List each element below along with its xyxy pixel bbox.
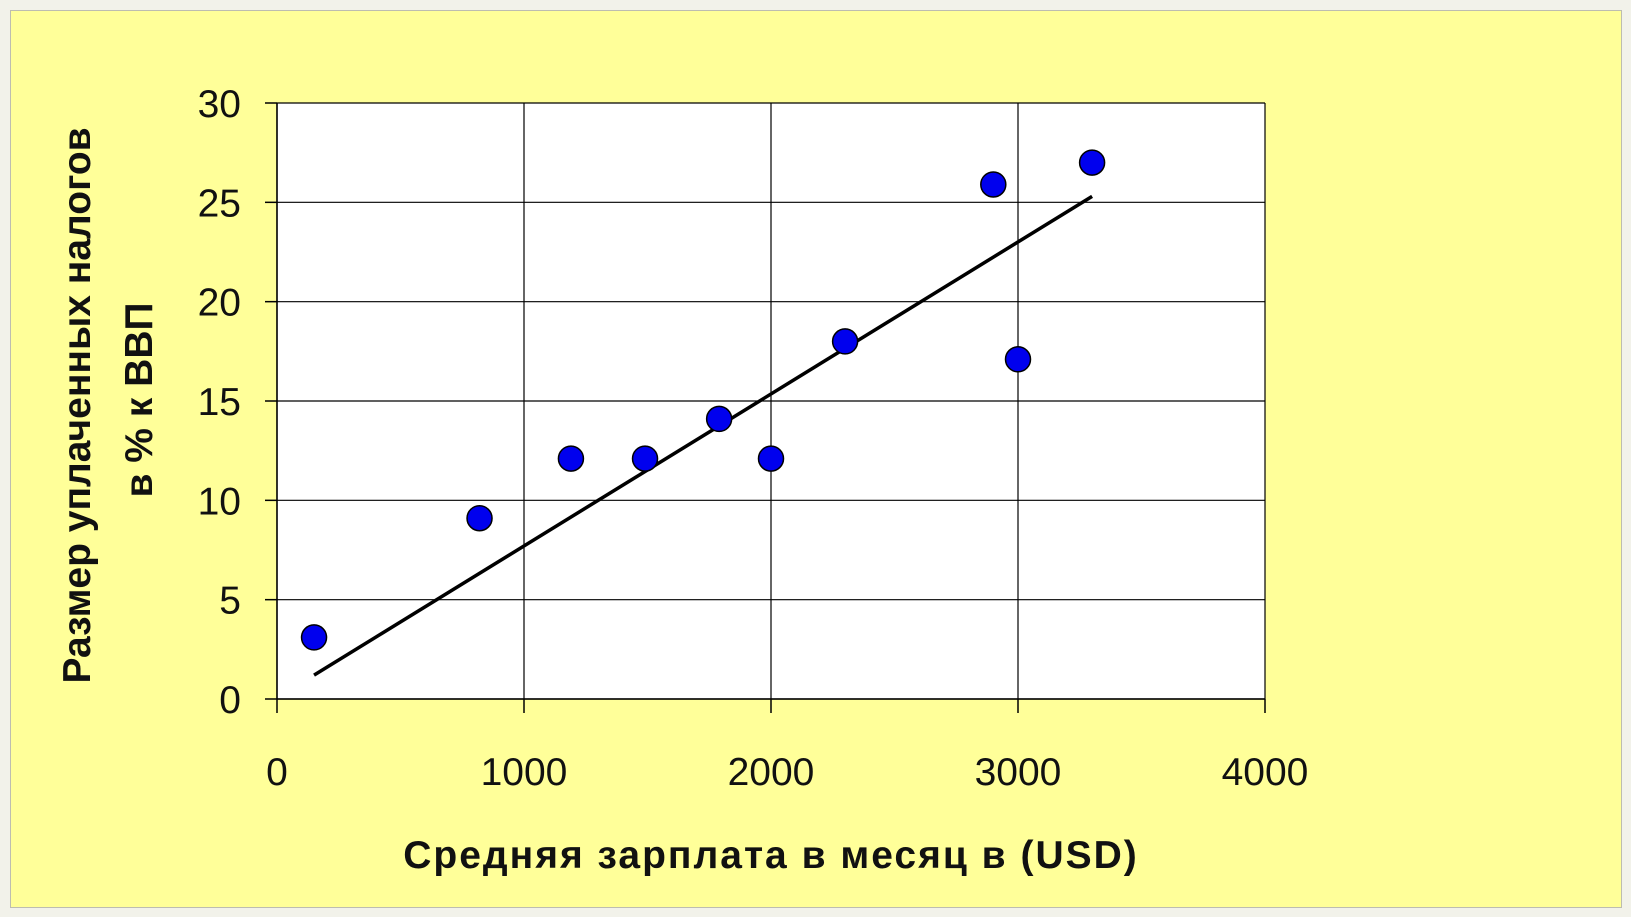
- x-tick-label: 4000: [1222, 751, 1309, 794]
- trendline-group: [313, 194, 1094, 677]
- data-point: [705, 405, 733, 433]
- y-tick-label: 15: [198, 381, 241, 424]
- data-point: [1078, 149, 1106, 176]
- x-axis-title: Средняя зарплата в месяц в (USD): [403, 834, 1139, 877]
- y-axis-title-line-2: в % к ВВП: [118, 302, 161, 497]
- y-tick-label: 0: [219, 679, 241, 722]
- y-tick-label: 25: [198, 182, 241, 225]
- x-tick-label: 2000: [728, 751, 815, 794]
- y-axis-title: Размер уплаченных налогов в % к ВВП: [56, 117, 161, 684]
- grid-lines: [276, 102, 1266, 700]
- y-tick-label: 30: [198, 83, 241, 126]
- data-points: [300, 149, 1106, 651]
- data-point: [1004, 346, 1032, 373]
- y-tick-label: 10: [198, 480, 241, 523]
- data-point: [757, 445, 785, 472]
- tick-labels: 0 5 10 15 20 25 30 0 1000 2000 3000 4000: [198, 83, 1309, 794]
- data-point: [831, 328, 859, 355]
- trendline: [313, 194, 1094, 677]
- data-point: [300, 624, 328, 651]
- x-tick-label: 0: [266, 751, 288, 794]
- y-tick-label: 5: [219, 580, 241, 623]
- x-tick-label: 3000: [975, 751, 1062, 794]
- y-axis-title-line-1: Размер уплаченных налогов: [56, 127, 99, 683]
- axes: [265, 102, 1266, 713]
- data-point: [466, 504, 493, 532]
- data-point: [557, 445, 585, 472]
- y-tick-label: 20: [198, 282, 241, 325]
- data-point: [980, 171, 1007, 198]
- x-tick-label: 1000: [481, 751, 568, 794]
- data-point: [631, 445, 659, 472]
